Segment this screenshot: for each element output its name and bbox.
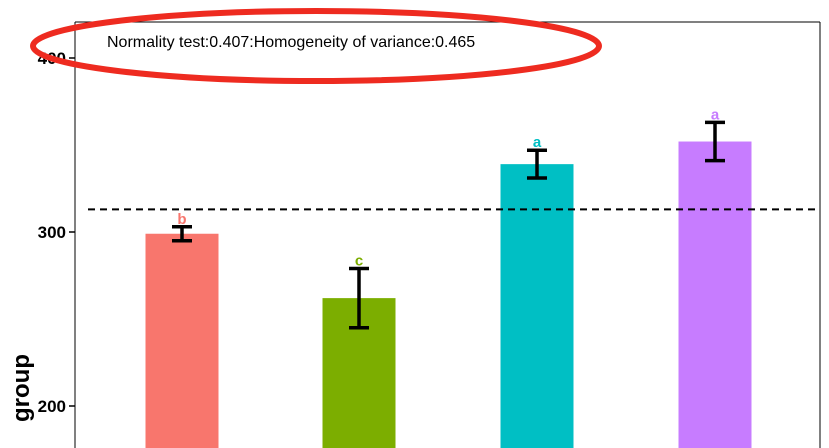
significance-letter: b — [177, 211, 186, 228]
error-bar — [527, 148, 547, 180]
bar — [678, 141, 752, 448]
y-tick-label: 300 — [38, 223, 66, 242]
y-tick-label: 200 — [38, 397, 66, 416]
y-axis-title: group — [8, 354, 35, 422]
bar — [500, 164, 574, 448]
significance-letter: a — [711, 106, 720, 123]
error-bar — [172, 225, 192, 243]
significance-letter: a — [533, 134, 542, 151]
error-bar — [705, 120, 725, 163]
highlight-ellipse — [30, 8, 602, 84]
significance-letter: c — [355, 253, 363, 270]
bar — [145, 233, 219, 448]
normality-annotation: Normality test:0.407:Homogeneity of vari… — [107, 34, 475, 51]
error-bar — [349, 266, 369, 330]
